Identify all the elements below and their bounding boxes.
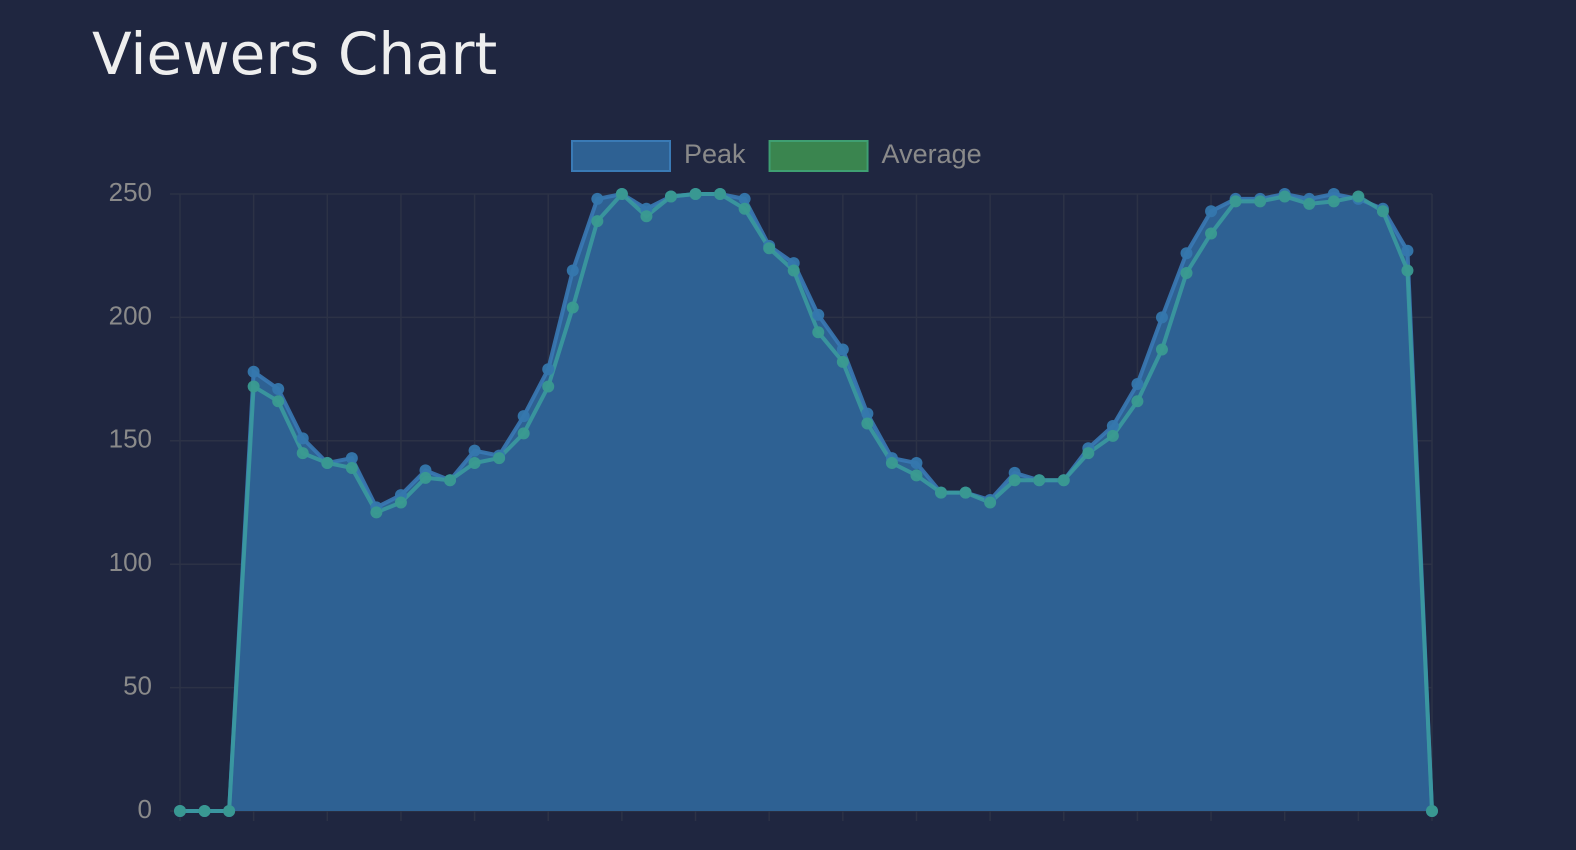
point — [1376, 205, 1389, 218]
point — [1106, 429, 1119, 442]
point — [1401, 244, 1414, 257]
y-tick-label: 150 — [109, 424, 152, 454]
line — [180, 191, 1434, 813]
y-tick-label: 0 — [138, 794, 152, 824]
point — [542, 380, 555, 393]
point — [910, 469, 923, 482]
point — [419, 471, 432, 484]
point — [345, 461, 358, 474]
point — [1205, 227, 1218, 240]
point — [468, 457, 481, 470]
point — [1131, 395, 1144, 408]
point — [444, 474, 457, 487]
point — [1303, 197, 1316, 210]
point — [223, 805, 236, 817]
point — [763, 242, 776, 255]
y-tick-label: 100 — [109, 547, 152, 577]
point — [861, 407, 874, 420]
point — [591, 215, 604, 228]
point — [493, 452, 506, 465]
point — [910, 457, 923, 470]
point — [1082, 447, 1095, 460]
point — [1180, 247, 1193, 260]
point — [812, 326, 825, 339]
point — [836, 355, 849, 368]
point — [1229, 195, 1242, 208]
point — [714, 188, 727, 200]
point — [1278, 190, 1291, 203]
point — [1254, 195, 1267, 208]
page-title: Viewers Chart — [92, 20, 497, 88]
point — [247, 365, 260, 378]
point — [1327, 195, 1340, 208]
y-tick-label: 250 — [109, 177, 152, 207]
point — [861, 417, 874, 430]
point — [345, 452, 358, 465]
legend-label: Average — [882, 139, 982, 169]
point — [984, 496, 997, 509]
point — [1057, 474, 1070, 487]
point — [321, 457, 334, 470]
point — [1155, 311, 1168, 324]
point — [812, 308, 825, 321]
point — [1352, 190, 1365, 203]
point — [1180, 266, 1193, 279]
point — [640, 210, 653, 223]
point — [959, 486, 972, 499]
y-tick-label: 200 — [109, 300, 152, 330]
point — [738, 192, 751, 205]
point — [591, 192, 604, 205]
point — [689, 188, 702, 200]
point — [836, 343, 849, 356]
point — [566, 301, 579, 314]
area-fill — [180, 194, 1432, 811]
point — [738, 202, 751, 215]
point — [787, 264, 800, 277]
y-tick-label: 50 — [123, 670, 152, 700]
point — [566, 264, 579, 277]
point — [885, 457, 898, 470]
point — [272, 395, 285, 408]
legend-swatch — [768, 140, 869, 172]
point — [468, 444, 481, 457]
point — [1008, 474, 1021, 487]
point — [1033, 474, 1046, 487]
point — [247, 380, 260, 393]
point — [296, 432, 309, 445]
point — [1106, 419, 1119, 432]
line — [180, 191, 1434, 813]
point — [272, 382, 285, 395]
point — [370, 506, 383, 519]
point — [517, 410, 530, 423]
point — [1131, 378, 1144, 391]
legend-label: Peak — [684, 139, 746, 169]
point — [174, 805, 186, 817]
point — [1426, 805, 1438, 817]
point — [1155, 343, 1168, 356]
point — [394, 496, 407, 509]
point — [664, 190, 677, 203]
point — [1205, 205, 1218, 218]
point — [615, 188, 628, 200]
point — [296, 447, 309, 460]
point — [1401, 264, 1414, 277]
point — [935, 486, 948, 499]
point — [198, 805, 211, 817]
point — [542, 363, 555, 376]
point — [517, 427, 530, 440]
legend-swatch — [571, 140, 671, 172]
